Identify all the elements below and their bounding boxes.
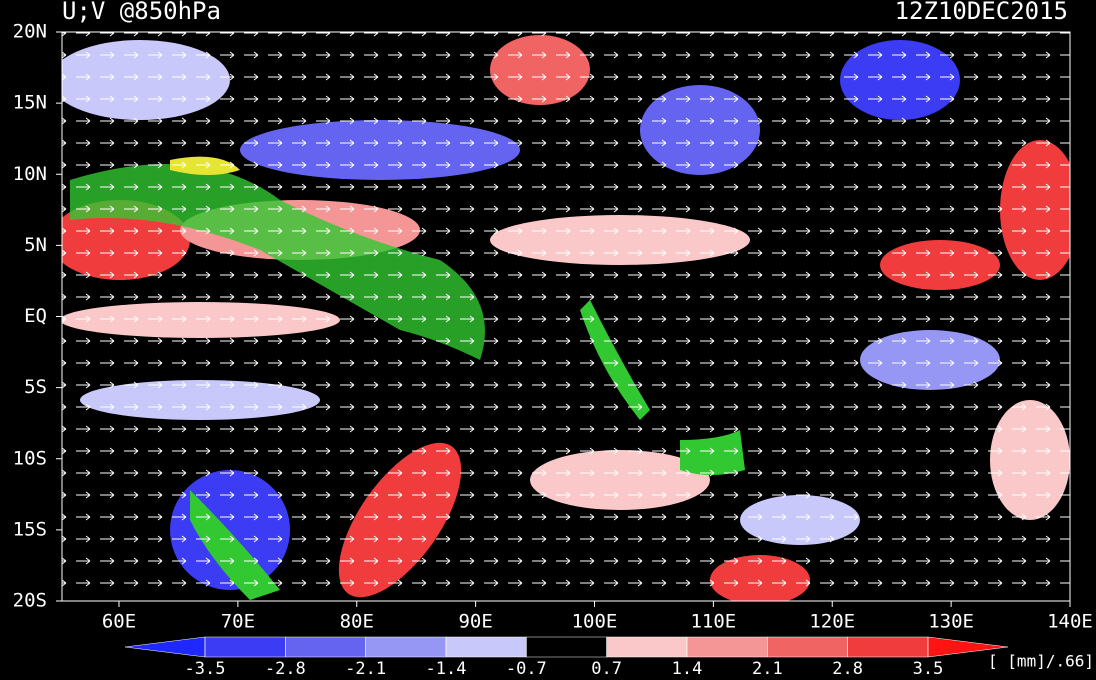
- lat-label: 5S: [24, 376, 47, 398]
- lon-label: 60E: [102, 611, 136, 633]
- colorbar-label: -1.4: [426, 659, 467, 679]
- lat-label: 20S: [13, 590, 47, 612]
- colorbar-label: 1.4: [672, 659, 703, 679]
- colorbar-label: 3.5: [913, 659, 944, 679]
- lon-label: 70E: [221, 611, 255, 633]
- colorbar-label: -2.8: [265, 659, 306, 679]
- lon-label: 90E: [458, 611, 492, 633]
- title: U;V @850hPa: [62, 0, 221, 25]
- lat-label: EQ: [24, 305, 47, 327]
- lon-label: 120E: [809, 611, 855, 633]
- lat-label: 10N: [13, 163, 47, 185]
- lon-label: 130E: [928, 611, 974, 633]
- colorbar-label: -3.5: [185, 659, 226, 679]
- colorbar-box: [526, 636, 607, 658]
- lat-label: 5N: [24, 234, 47, 256]
- colorbar-label: -0.7: [506, 659, 547, 679]
- time-label: 12Z10DEC2015: [895, 0, 1068, 25]
- colorbar-box: [767, 636, 848, 658]
- colorbar-box: [847, 636, 929, 658]
- colorbar-box: [686, 636, 768, 658]
- colorbar: -3.5 -2.8 -2.1 -1.4 -0.7 0.7 1.4 2.1 2.8 3.5: [124, 636, 1009, 679]
- axes: 20N 15N 10N 5N EQ 5S 10S 15S 20S 60E 70E 80E 90E 100E…: [13, 21, 1093, 633]
- unit-label: [ [mm]/.66]: [988, 652, 1094, 671]
- colorbar-box: [606, 636, 688, 658]
- lat-label: 15S: [13, 518, 47, 540]
- colorbar-box: [204, 636, 286, 658]
- lat-label: 10S: [13, 447, 47, 469]
- lat-label: 20N: [13, 21, 47, 43]
- colorbar-label: 0.7: [591, 659, 622, 679]
- lon-label: 140E: [1047, 611, 1093, 633]
- colorbar-label: -2.1: [345, 659, 386, 679]
- colorbar-label: 2.8: [832, 659, 863, 679]
- lon-label: 80E: [340, 611, 374, 633]
- lon-label: 100E: [572, 611, 618, 633]
- colorbar-box: [285, 636, 366, 658]
- colorbar-box: [365, 636, 447, 658]
- colorbar-label: 2.1: [752, 659, 783, 679]
- lat-label: 15N: [13, 92, 47, 114]
- lon-label: 110E: [690, 611, 736, 633]
- colorbar-box: [445, 636, 527, 658]
- field: [62, 32, 1070, 601]
